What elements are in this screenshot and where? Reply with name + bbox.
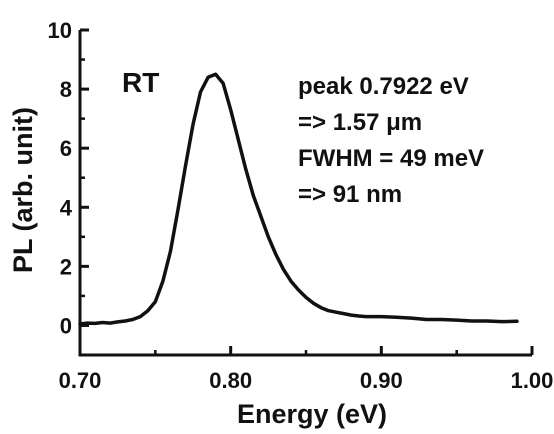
annotation-fwhm: FWHM = 49 meV	[298, 145, 484, 172]
y-tick-label: 2	[60, 254, 72, 279]
y-tick-label: 6	[60, 136, 72, 161]
x-tick-label: 1.00	[511, 368, 554, 393]
y-tick-label: 0	[60, 313, 72, 338]
x-tick-label: 0.90	[360, 368, 403, 393]
y-tick-label: 4	[60, 195, 73, 220]
pl-spectrum-line	[78, 72, 519, 326]
y-tick-label: 10	[48, 18, 72, 43]
annotation-wavelength: => 1.57 μm	[298, 109, 422, 136]
rt-label: RT	[122, 67, 159, 98]
x-tick-label: 0.70	[59, 368, 102, 393]
annotation-fwhm-nm: => 91 nm	[298, 181, 402, 208]
x-axis-title: Energy (eV)	[237, 399, 387, 429]
x-axis-ticks: 0.70 0.80 0.90 1.00	[59, 346, 554, 393]
y-axis-title: PL (arb. unit)	[8, 107, 38, 273]
y-tick-label: 8	[60, 77, 72, 102]
x-tick-label: 0.80	[209, 368, 252, 393]
annotation-peak: peak 0.7922 eV	[298, 73, 469, 100]
y-axis-ticks: 0 2 4 6 8 10	[48, 18, 89, 357]
